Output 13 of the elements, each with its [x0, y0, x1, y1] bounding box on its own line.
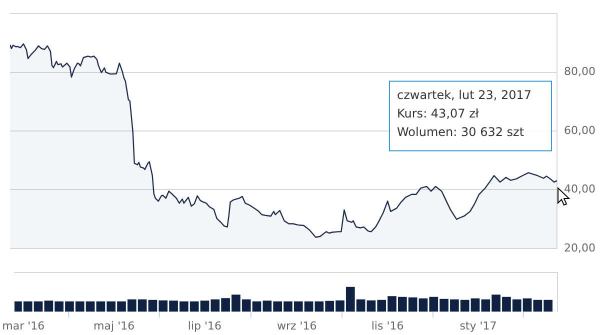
y-tick-label: 20,00 [564, 241, 596, 254]
x-tick-label: lip '16 [188, 319, 222, 332]
y-tick-label: 60,00 [564, 124, 596, 137]
annotation: czwartek, lut 23, 2017 [397, 88, 532, 102]
x-tick-label: mar '16 [2, 319, 45, 332]
x-tick-label: sty '17 [460, 319, 497, 332]
x-tick-label: lis '16 [371, 319, 404, 332]
annotation: Kurs: 43,07 zł [397, 106, 480, 120]
x-tick-label: maj '16 [94, 319, 135, 332]
y-tick-label: 40,00 [564, 182, 596, 196]
annotation: Wolumen: 30 632 szt [397, 124, 524, 139]
y-tick-label: 80,00 [564, 65, 596, 78]
x-tick-label: wrz '16 [276, 319, 317, 332]
